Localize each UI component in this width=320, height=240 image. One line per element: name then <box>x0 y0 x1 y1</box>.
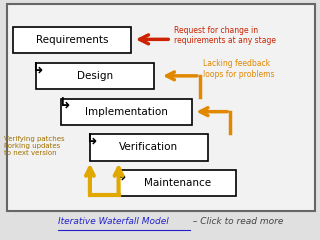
Text: Maintenance: Maintenance <box>144 178 211 188</box>
Text: Iterative Waterfall Model: Iterative Waterfall Model <box>58 217 169 226</box>
FancyBboxPatch shape <box>119 170 236 196</box>
FancyBboxPatch shape <box>7 4 315 211</box>
Text: Design: Design <box>76 71 113 81</box>
Text: ↳: ↳ <box>58 97 71 112</box>
Text: – Click to read more: – Click to read more <box>190 217 284 226</box>
Text: Verification: Verification <box>119 143 179 152</box>
Text: ↳: ↳ <box>114 168 126 184</box>
FancyBboxPatch shape <box>61 99 192 125</box>
Text: ↳: ↳ <box>31 61 44 76</box>
FancyBboxPatch shape <box>13 27 131 53</box>
Text: Implementation: Implementation <box>85 107 168 117</box>
Text: ↳: ↳ <box>85 133 98 148</box>
FancyBboxPatch shape <box>36 63 154 89</box>
Text: Verifying patches
Forking updates
to next version: Verifying patches Forking updates to nex… <box>4 136 65 156</box>
FancyBboxPatch shape <box>90 134 208 161</box>
Text: Lacking feedback
loops for problems: Lacking feedback loops for problems <box>203 59 275 78</box>
Text: Requirements: Requirements <box>36 35 108 45</box>
Text: Request for change in
requirements at any stage: Request for change in requirements at an… <box>174 26 276 45</box>
